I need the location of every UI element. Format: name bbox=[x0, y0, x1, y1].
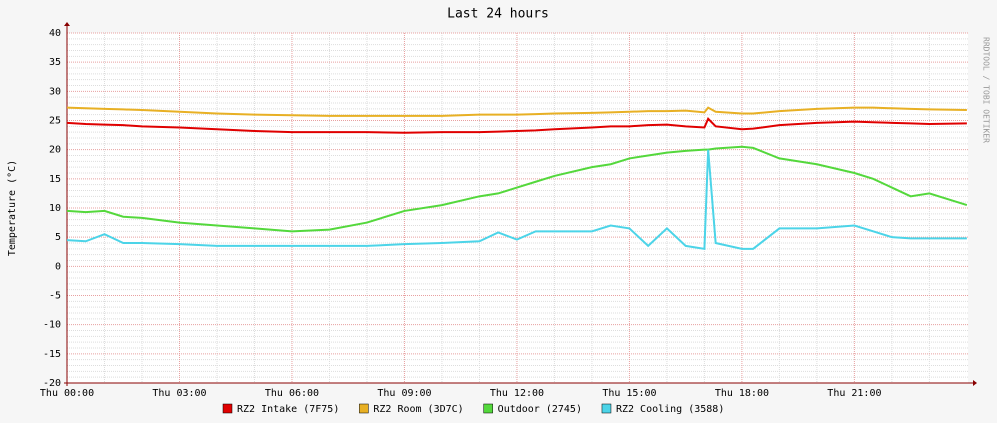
y-axis-label: Temperature (°C) bbox=[7, 160, 18, 256]
legend-swatch bbox=[359, 403, 369, 414]
y-tick-label: 35 bbox=[49, 57, 61, 68]
y-tick-label: -20 bbox=[43, 378, 61, 389]
y-tick-label: -10 bbox=[43, 320, 61, 331]
x-tick-label: Thu 09:00 bbox=[377, 388, 431, 399]
series-line bbox=[66, 145, 968, 233]
axis-arrow bbox=[64, 22, 70, 26]
x-tick-label: Thu 00:00 bbox=[40, 388, 94, 399]
x-tick-label: Thu 06:00 bbox=[265, 388, 319, 399]
watermark: RRDTOOL / TOBI OETIKER bbox=[982, 37, 991, 143]
chart-title: Last 24 hours bbox=[447, 7, 549, 22]
x-tick-label: Thu 12:00 bbox=[490, 388, 544, 399]
y-tick-label: 20 bbox=[49, 145, 61, 156]
legend-label: RZ2 Intake (7F75) bbox=[237, 404, 339, 415]
legend-swatch bbox=[483, 403, 493, 414]
y-tick-label: 10 bbox=[49, 203, 61, 214]
y-tick-label: 0 bbox=[55, 261, 61, 272]
x-tick-label: Thu 03:00 bbox=[152, 388, 206, 399]
legend-swatch bbox=[601, 403, 612, 414]
y-tick-label: 5 bbox=[55, 232, 61, 243]
legend-label: Outdoor (2745) bbox=[498, 404, 582, 415]
legend-item: RZ2 Cooling (3588) bbox=[601, 403, 724, 415]
series-line bbox=[66, 116, 967, 134]
y-tick-label: -15 bbox=[43, 349, 61, 360]
legend-label: RZ2 Cooling (3588) bbox=[616, 404, 724, 415]
legend-swatch bbox=[222, 403, 233, 414]
y-tick-label: 40 bbox=[49, 28, 61, 39]
axis-arrow bbox=[973, 380, 977, 386]
legend-label: RZ2 Room (3D7C) bbox=[373, 404, 463, 415]
y-tick-label: 15 bbox=[49, 174, 61, 185]
y-tick-label: -5 bbox=[49, 291, 61, 302]
x-tick-label: Thu 15:00 bbox=[602, 388, 656, 399]
x-tick-label: Thu 21:00 bbox=[827, 388, 881, 399]
legend-item: Outdoor (2745) bbox=[483, 403, 582, 415]
legend-item: RZ2 Intake (7F75) bbox=[222, 403, 339, 415]
series-line bbox=[66, 149, 967, 250]
legend-item: RZ2 Room (3D7C) bbox=[359, 403, 464, 415]
x-tick-label: Thu 18:00 bbox=[715, 388, 769, 399]
y-tick-label: 25 bbox=[49, 116, 61, 127]
y-tick-label: 30 bbox=[49, 86, 61, 97]
series-line bbox=[66, 106, 967, 117]
